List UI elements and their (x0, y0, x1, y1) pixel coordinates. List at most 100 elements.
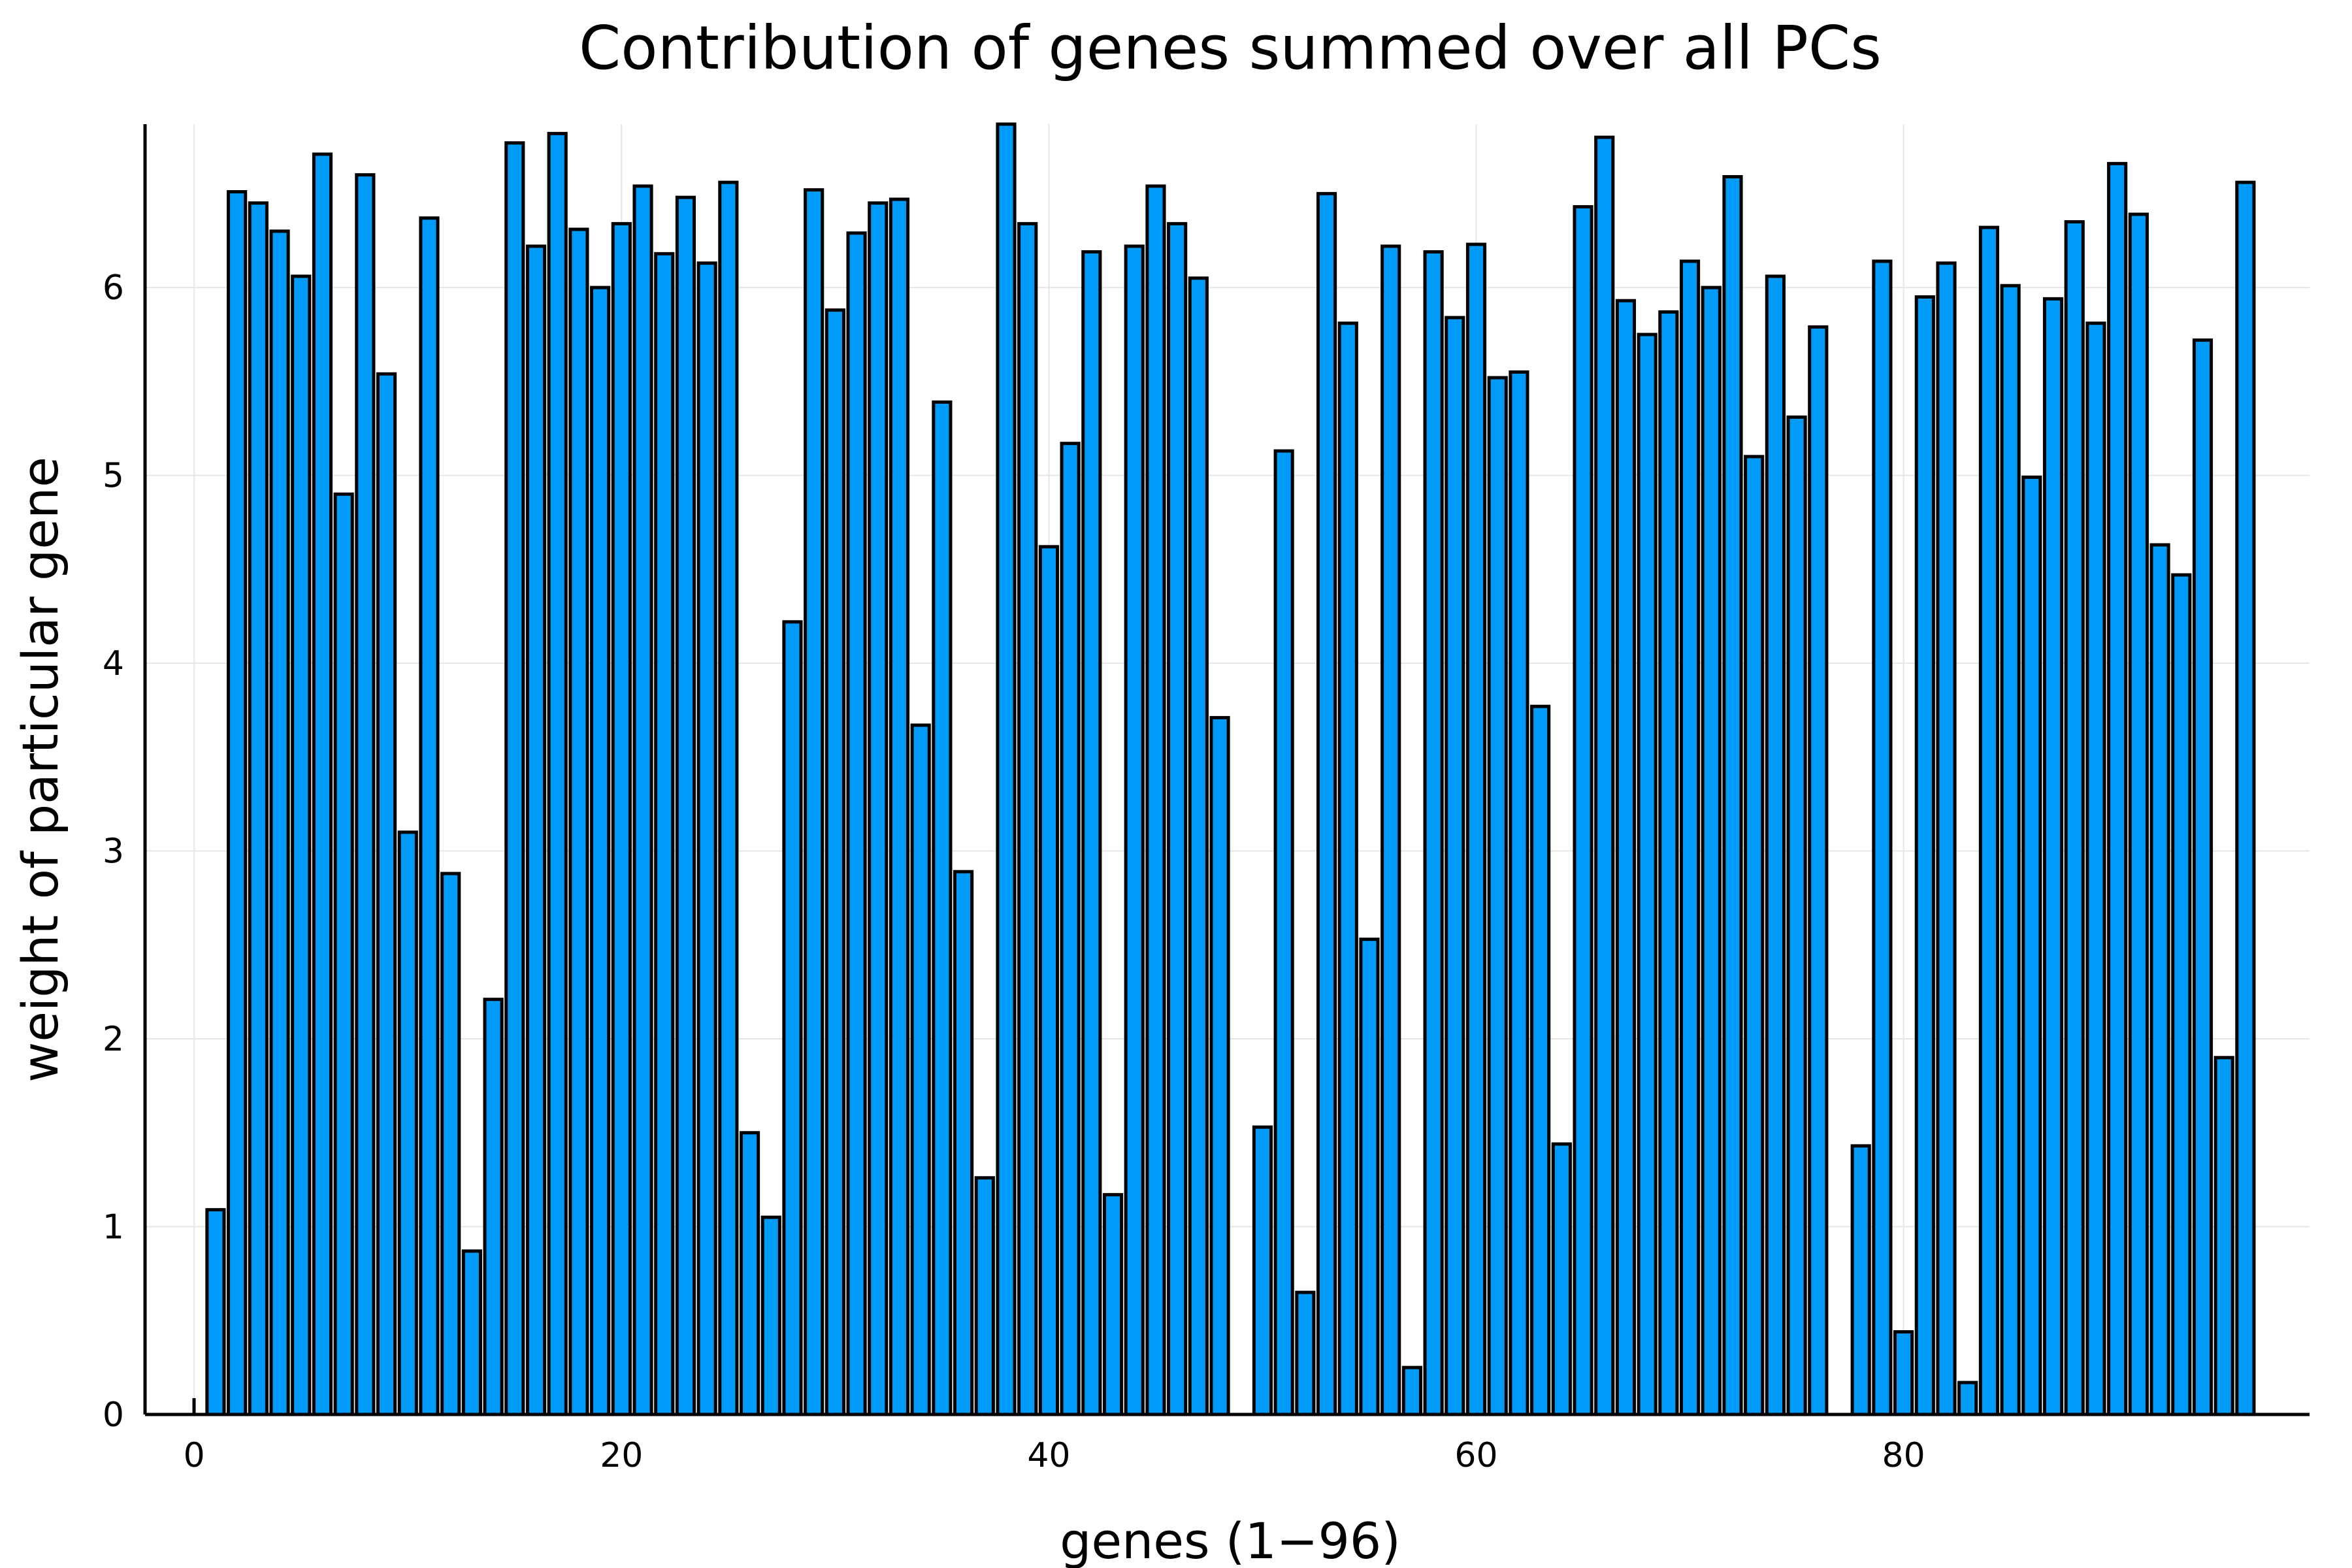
bar (718, 180, 739, 1416)
bar (525, 244, 547, 1416)
bar (1081, 250, 1102, 1416)
bar (1465, 242, 1487, 1416)
y-tick-labels: 0 1 2 3 4 5 6 (103, 269, 124, 1435)
bar (1701, 286, 1722, 1416)
bar (782, 620, 803, 1416)
bar (1273, 449, 1294, 1416)
bar (291, 274, 312, 1416)
bar (1936, 261, 1957, 1416)
bar (1145, 184, 1166, 1416)
bar-series (205, 122, 2256, 1416)
bar (889, 197, 910, 1416)
bar (1124, 244, 1145, 1416)
bar (1914, 295, 1935, 1416)
bar (996, 122, 1017, 1416)
x-tick-label: 20 (600, 1436, 643, 1475)
bar (1337, 321, 1358, 1416)
y-tick-label: 0 (103, 1396, 124, 1435)
x-tick-label: 60 (1454, 1436, 1497, 1475)
bar (2235, 180, 2256, 1416)
bar (1637, 333, 1658, 1416)
bar (1252, 1125, 1273, 1416)
bar (1209, 715, 1230, 1416)
x-tick-label: 80 (1882, 1436, 1925, 1475)
bar (846, 231, 867, 1416)
y-tick-label: 4 (103, 644, 124, 683)
bar (1808, 325, 1829, 1416)
bar (333, 492, 354, 1416)
bar (205, 1208, 226, 1416)
bar (1102, 1193, 1124, 1416)
bar (355, 173, 376, 1416)
bar (1380, 244, 1401, 1416)
bar (2000, 284, 2021, 1416)
bar (2085, 321, 2106, 1416)
y-tick-label: 6 (103, 269, 124, 308)
bar (1445, 316, 1465, 1416)
bar (2149, 543, 2170, 1416)
bar (1316, 191, 1337, 1416)
bar (932, 400, 953, 1416)
bar (440, 872, 461, 1416)
bar (804, 188, 825, 1416)
x-axis-label: genes (1−96) (1060, 1512, 1401, 1568)
y-tick-label: 1 (103, 1208, 124, 1247)
bar (2021, 475, 2042, 1416)
bar (1744, 455, 1765, 1416)
bar (547, 131, 568, 1416)
bar (1167, 221, 1188, 1416)
bar (868, 201, 889, 1416)
bar (1060, 442, 1081, 1416)
bar (1765, 274, 1786, 1416)
bar (483, 998, 504, 1416)
axes (143, 124, 2310, 1416)
bar (419, 216, 440, 1416)
bar (248, 201, 269, 1416)
bar (1188, 276, 1209, 1416)
bar (376, 372, 397, 1416)
bar (1551, 1142, 1572, 1416)
bar (760, 1215, 781, 1416)
y-tick-label: 2 (103, 1020, 124, 1059)
chart-title: Contribution of genes summed over all PC… (579, 13, 1882, 83)
bar (2213, 1056, 2234, 1416)
bar (1594, 135, 1615, 1416)
bar (312, 152, 333, 1416)
bar (1978, 225, 2000, 1416)
bar (1017, 221, 1038, 1416)
bar (1401, 1365, 1422, 1416)
y-tick-label: 5 (103, 457, 124, 496)
bar (2171, 573, 2192, 1416)
x-tick-label: 0 (184, 1436, 205, 1475)
bar (611, 221, 632, 1416)
bar (2064, 220, 2085, 1416)
bar (974, 1176, 995, 1416)
bar (1423, 250, 1444, 1416)
bar (1615, 299, 1637, 1416)
bar (1509, 370, 1529, 1416)
bar (910, 723, 931, 1416)
bar (590, 286, 611, 1416)
x-tick-label: 40 (1027, 1436, 1070, 1475)
y-tick-label: 3 (103, 832, 124, 872)
bar (1359, 938, 1380, 1416)
bar (269, 229, 290, 1416)
bar (1487, 376, 1508, 1416)
y-axis-label: weight of particular gene (11, 457, 69, 1083)
bar (1957, 1380, 1978, 1416)
bar (2192, 338, 2213, 1416)
bar (568, 227, 589, 1416)
bar (2128, 212, 2149, 1416)
bar (1850, 1144, 1871, 1416)
bar (1295, 1290, 1316, 1416)
bar (1893, 1330, 1914, 1416)
bar (953, 870, 974, 1416)
bar (1573, 204, 1593, 1416)
bar (504, 141, 525, 1416)
bar (2042, 297, 2064, 1416)
bar (1872, 259, 1893, 1416)
bar (632, 184, 653, 1416)
bar (2107, 161, 2128, 1416)
bar (675, 195, 696, 1416)
